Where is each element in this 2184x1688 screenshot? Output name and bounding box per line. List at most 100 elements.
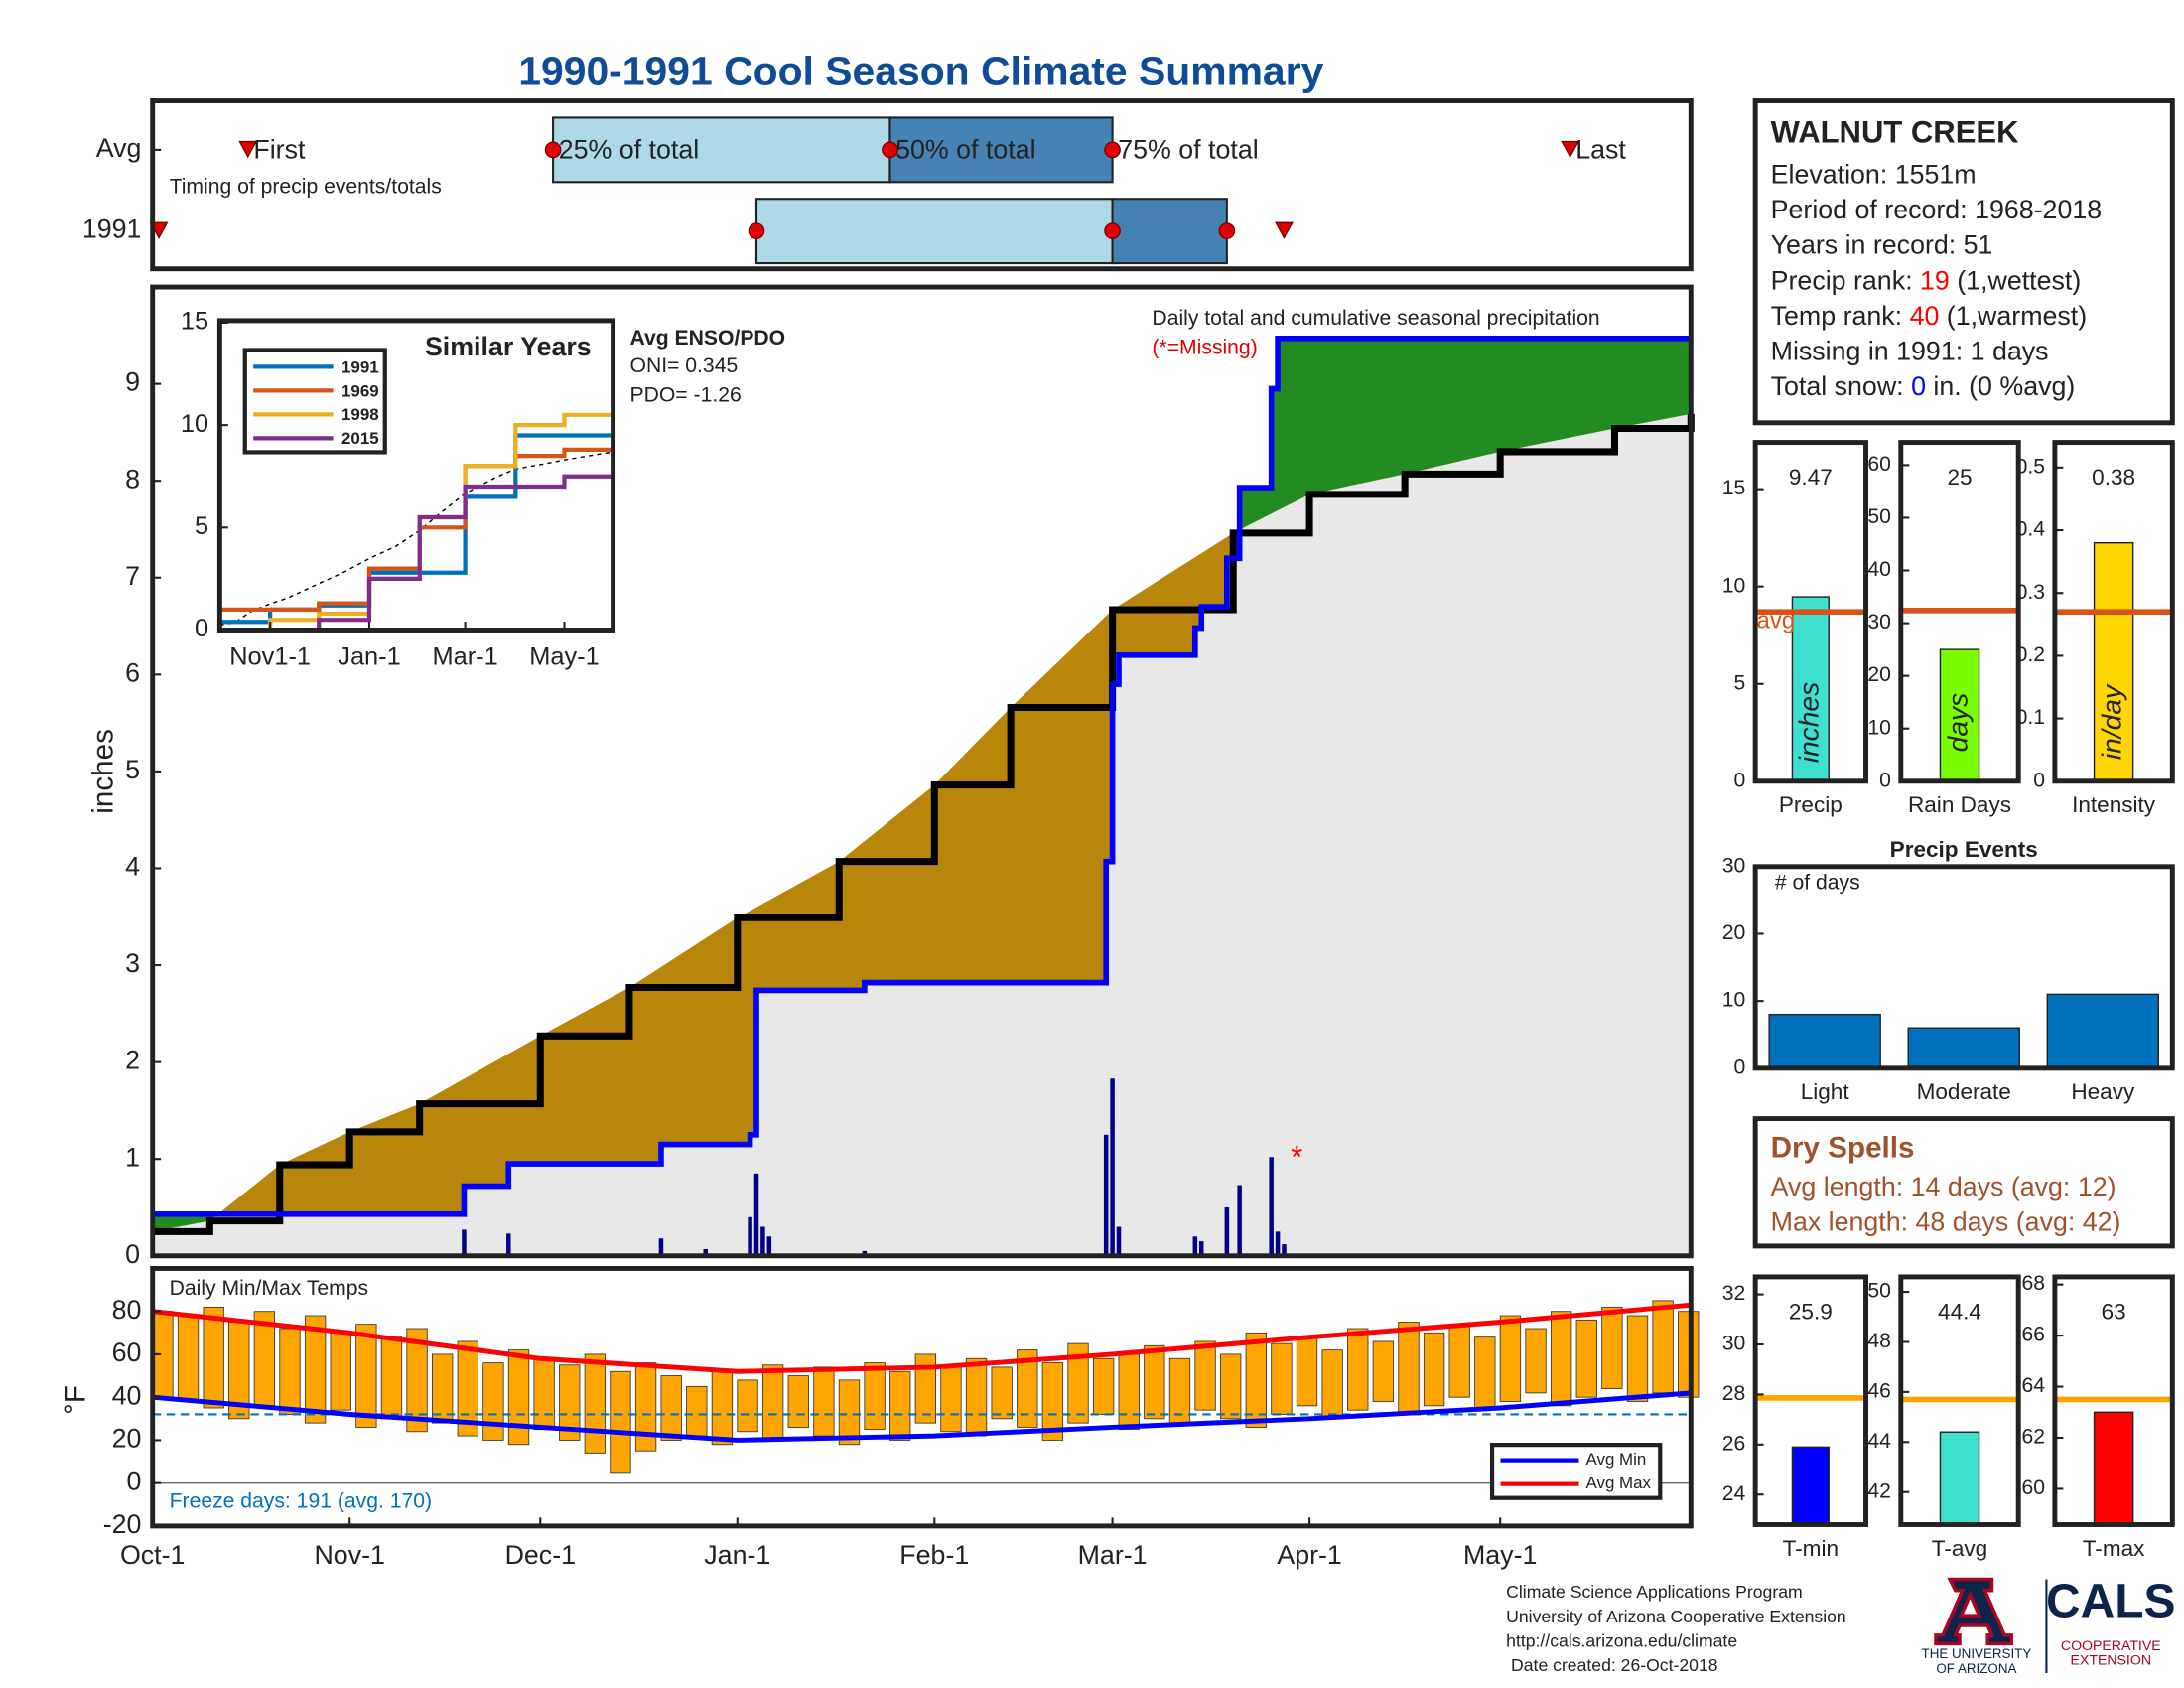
y-tick-label: 1 — [125, 1142, 140, 1172]
temp-range-bar — [304, 1315, 327, 1424]
temp-range-bar — [634, 1362, 657, 1452]
inset-average-line — [219, 451, 614, 627]
daily-precip-bar — [1224, 1206, 1230, 1256]
temp-range-bar — [330, 1332, 351, 1411]
x-tick-label: Light — [1801, 1079, 1850, 1104]
station-text: (1,wettest) — [1950, 265, 2081, 295]
x-tick-label: Dec-1 — [505, 1540, 576, 1570]
station-line: Elevation: 1551m — [1771, 160, 1977, 190]
y-tick-label: 0.2 — [2016, 643, 2045, 666]
y-tick-label: 66 — [2021, 1324, 2045, 1346]
temp-range-bar — [1118, 1353, 1140, 1431]
row-label: 1991 — [82, 214, 142, 244]
enso-line: ONI= 0.345 — [630, 354, 739, 377]
axes-frame — [216, 318, 616, 633]
station-text: Period of record: 1968-2018 — [1771, 195, 2103, 224]
temp-range-bar — [1550, 1311, 1572, 1407]
value-label: 63 — [2102, 1300, 2126, 1325]
y-tick-label: 30 — [1722, 1333, 1746, 1355]
quantile-marker — [544, 141, 562, 159]
temp-range-bar — [787, 1375, 809, 1428]
legend-label: Avg Min — [1586, 1450, 1647, 1469]
temp-range-bar — [1347, 1328, 1369, 1411]
dry-spells-line: Avg length: 14 days (avg: 12) — [1771, 1172, 2116, 1201]
daily-precip-bar — [1192, 1236, 1198, 1256]
page-title: 1990-1991 Cool Season Climate Summary — [518, 49, 1323, 94]
dry-spells-title: Dry Spells — [1771, 1131, 1915, 1164]
value-label: 0.38 — [2092, 465, 2135, 490]
station-text: Elevation: 1551m — [1771, 160, 1977, 190]
quartile-box-upper — [888, 116, 1114, 184]
temp-range-bar — [1575, 1319, 1597, 1398]
y-tick-label: 15 — [1722, 477, 1746, 499]
category-label: T-min — [1783, 1536, 1839, 1561]
average-label: avg — [1757, 607, 1796, 633]
cumulative-line — [152, 335, 1692, 1217]
summary-bar — [1939, 1431, 1980, 1526]
station-name: WALNUT CREEK — [1771, 115, 2019, 150]
enso-title: Avg ENSO/PDO — [630, 327, 786, 350]
y-tick-label: 5 — [1734, 671, 1746, 694]
marker-label: First — [253, 134, 306, 164]
temp-range-bar — [940, 1364, 962, 1433]
y-tick-label: 60 — [112, 1337, 142, 1367]
x-tick-label: Mar-1 — [432, 642, 497, 670]
temp-range-bar — [203, 1306, 224, 1409]
enso-line: PDO= -1.26 — [630, 384, 742, 407]
y-tick-label: 46 — [1867, 1379, 1891, 1402]
daily-precip-bar — [766, 1236, 772, 1256]
station-text: Precip rank: — [1771, 265, 1920, 295]
y-tick-label: 10 — [1722, 574, 1746, 597]
y-tick-label: 7 — [125, 561, 140, 591]
category-label: T-avg — [1932, 1536, 1987, 1561]
footer-line: http://cals.arizona.edu/climate — [1506, 1630, 1737, 1650]
y-tick-label: 0.1 — [2016, 706, 2045, 729]
temp-range-bar — [1220, 1353, 1242, 1420]
average-cumulative-line — [152, 413, 1695, 1235]
station-line: Missing in 1991: 1 days — [1771, 336, 2049, 365]
x-tick-label: Heavy — [2071, 1079, 2135, 1104]
daily-precip-bar — [1269, 1157, 1274, 1256]
y-tick-label: 0 — [2033, 769, 2045, 791]
y-tick-label: 30 — [1722, 854, 1746, 877]
y-tick-label: 0 — [125, 1239, 140, 1269]
y-tick-label: 60 — [1867, 453, 1891, 476]
y-axis-label: °F — [59, 1385, 91, 1415]
average-temp-line — [152, 1390, 1692, 1443]
summary-bar — [2093, 541, 2134, 782]
category-label: T-max — [2083, 1536, 2145, 1561]
quantile-marker — [1104, 141, 1121, 159]
temp-range-bar — [457, 1340, 478, 1437]
y-tick-label: 5 — [195, 512, 208, 540]
temp-range-bar — [813, 1366, 835, 1437]
unit-label: in/day — [2096, 683, 2127, 760]
y-tick-label: 44 — [1867, 1430, 1891, 1453]
y-tick-label: 0 — [1879, 769, 1891, 791]
y-tick-label: 8 — [125, 464, 140, 493]
x-tick-label: Oct-1 — [120, 1540, 185, 1570]
temp-range-bar — [1448, 1324, 1470, 1398]
temp-range-bar — [965, 1357, 988, 1437]
y-tick-label: 0.5 — [2016, 455, 2045, 478]
station-text: Total snow: — [1771, 371, 1911, 401]
axes-frame — [1898, 1274, 2021, 1527]
legend-label: 1969 — [341, 381, 379, 400]
value-label: 25.9 — [1789, 1300, 1833, 1325]
chart-title: Daily Min/Max Temps — [170, 1277, 368, 1300]
temp-range-bar — [1067, 1342, 1089, 1424]
temp-range-bar — [1245, 1332, 1267, 1428]
daily-precip-bar — [1275, 1231, 1281, 1256]
legend-label: Avg Max — [1586, 1474, 1652, 1492]
y-tick-label: 64 — [2021, 1374, 2045, 1397]
y-tick-label: 30 — [1867, 611, 1891, 633]
temp-range-bar — [584, 1353, 607, 1454]
legend — [1489, 1443, 1663, 1500]
marker-label: 25% of total — [559, 134, 699, 164]
freeze-annotation: Freeze days: 191 (avg. 170) — [170, 1490, 432, 1513]
temp-range-bar — [1041, 1362, 1064, 1441]
axes-frame — [150, 1265, 1694, 1529]
temp-range-bar — [1499, 1315, 1522, 1402]
logo-cals: CALS — [2046, 1576, 2176, 1628]
quantile-marker — [882, 141, 898, 159]
value-label: 9.47 — [1789, 465, 1833, 490]
